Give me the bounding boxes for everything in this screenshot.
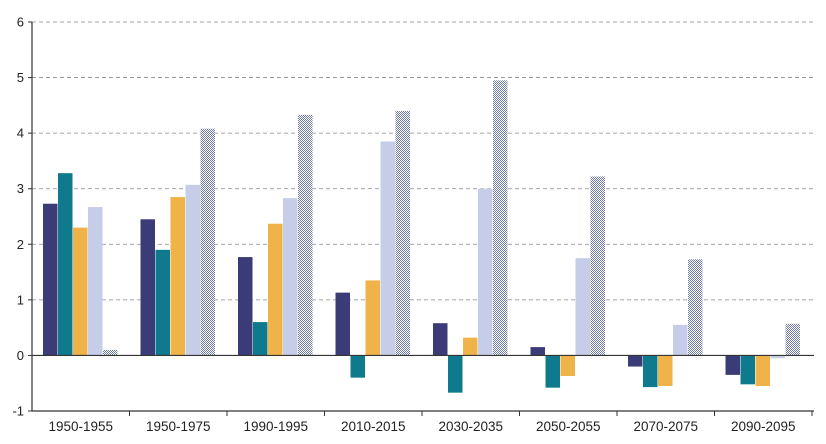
bar-series2-2030-2035 [448, 355, 463, 393]
bar-series5-1950-1975 [200, 128, 215, 356]
bar-series1-2030-2035 [433, 323, 448, 356]
bar-series5-2070-2075 [688, 259, 703, 356]
bar-series5-2050-2055 [590, 176, 605, 356]
bar-series1-1950-1975 [140, 219, 155, 356]
bar-series4-1990-1995 [283, 198, 298, 356]
bar-series3-2030-2035 [463, 337, 478, 356]
bar-series1-2090-2095 [725, 355, 740, 375]
bar-series2-2070-2075 [643, 355, 658, 388]
bar-series2-1990-1995 [253, 322, 268, 356]
bar-series1-1950-1955 [43, 203, 58, 356]
y-tick-label: 0 [17, 348, 24, 363]
bar-series3-1950-1955 [73, 227, 88, 356]
bar-series2-2050-2055 [545, 355, 560, 388]
bar-series4-1950-1975 [185, 184, 200, 356]
labels: -1 0 1 2 3 4 5 6 1950-1955 1950-1975 1990-1995 2010… [12, 15, 795, 435]
bar-series4-2050-2055 [575, 258, 590, 356]
x-category-label: 2050-2055 [536, 419, 601, 434]
x-category-label: 1990-1995 [243, 419, 308, 434]
bar-series3-1990-1995 [268, 223, 283, 356]
bar-series1-2010-2015 [335, 292, 350, 356]
axes [28, 21, 814, 416]
x-category-label: 1950-1975 [146, 419, 211, 434]
y-tick-label: 5 [17, 70, 24, 85]
bar-series2-2010-2015 [350, 355, 365, 378]
x-category-label: 2070-2075 [633, 419, 698, 434]
bar-series5-2090-2095 [785, 323, 800, 356]
bar-series2-1950-1955 [58, 173, 73, 356]
bars [43, 80, 800, 393]
y-tick-label: 1 [17, 292, 24, 307]
x-category-label: 2090-2095 [731, 419, 796, 434]
bar-series4-2010-2015 [380, 141, 395, 356]
bar-series4-1950-1955 [88, 207, 103, 356]
bar-series3-2070-2075 [658, 355, 673, 386]
bar-series5-2010-2015 [395, 110, 410, 356]
x-category-label: 1950-1955 [48, 419, 113, 434]
bar-series3-1950-1975 [170, 197, 185, 356]
bar-series2-1950-1975 [155, 249, 170, 356]
bar-series3-2050-2055 [560, 355, 575, 376]
y-tick-label: 6 [17, 15, 24, 30]
bar-series3-2010-2015 [365, 280, 380, 356]
y-tick-label: 2 [17, 237, 24, 252]
bar-series4-2030-2035 [478, 188, 493, 356]
bar-series1-2050-2055 [530, 347, 545, 356]
bar-series4-2090-2095 [770, 355, 785, 359]
x-category-label: 2010-2015 [341, 419, 406, 434]
x-category-label: 2030-2035 [438, 419, 503, 434]
y-tick-label: 3 [17, 181, 24, 196]
bar-series3-2090-2095 [755, 355, 770, 386]
bar-series1-1990-1995 [238, 257, 253, 356]
bar-series5-1950-1955 [103, 349, 118, 356]
bar-series4-2070-2075 [673, 324, 688, 356]
bar-series5-2030-2035 [493, 80, 508, 356]
bar-series5-1990-1995 [298, 114, 313, 356]
bar-series1-2070-2075 [628, 355, 643, 367]
bar-series2-2090-2095 [740, 355, 755, 385]
y-tick-label: -1 [12, 404, 24, 419]
y-tick-label: 4 [17, 126, 24, 141]
